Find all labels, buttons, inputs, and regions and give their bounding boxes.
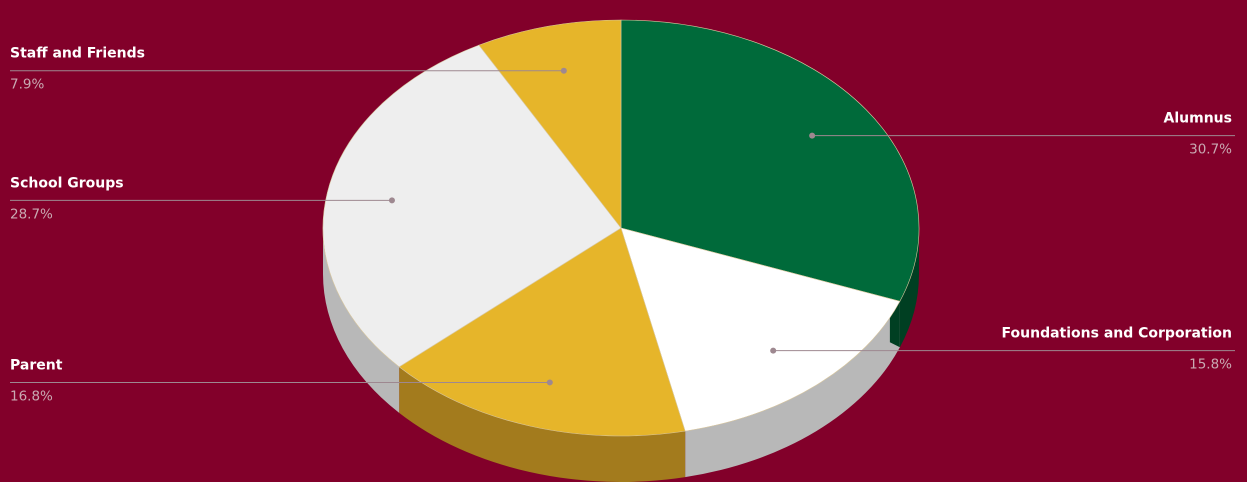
value-school-groups: 28.7% bbox=[10, 206, 53, 222]
slice-labels: Alumnus 30.7% Foundations and Corporation 1… bbox=[10, 46, 1232, 405]
pie-slices bbox=[322, 19, 920, 437]
slice-parent bbox=[398, 227, 686, 437]
value-parent: 16.8% bbox=[10, 388, 53, 404]
leader-dot-alumnus bbox=[809, 132, 816, 139]
value-staff-and-friends: 7.9% bbox=[10, 77, 44, 93]
leader-dot-staff-and-friends bbox=[560, 67, 567, 74]
label-parent: Parent bbox=[10, 357, 63, 373]
slice-foundations-and-corporation bbox=[620, 227, 901, 432]
value-alumnus: 30.7% bbox=[1189, 142, 1232, 158]
side-parent bbox=[399, 366, 686, 482]
leader-dot-school-groups bbox=[388, 197, 395, 204]
side-school-groups bbox=[323, 228, 400, 413]
slice-school-groups bbox=[322, 44, 622, 368]
side-foundations-and-corporation bbox=[685, 301, 900, 478]
leader-lines bbox=[10, 67, 1235, 386]
label-foundations-and-corporation: Foundations and Corporation bbox=[1002, 326, 1232, 342]
leader-dot-parent bbox=[546, 379, 553, 386]
slice-staff-and-friends bbox=[478, 19, 622, 229]
slice-alumnus bbox=[620, 19, 920, 302]
label-school-groups: School Groups bbox=[10, 175, 124, 191]
label-alumnus: Alumnus bbox=[1164, 111, 1232, 127]
value-foundations-and-corporation: 15.8% bbox=[1189, 357, 1232, 373]
leader-dot-foundations-and-corporation bbox=[770, 347, 777, 354]
side-alumnus bbox=[899, 228, 919, 348]
label-staff-and-friends: Staff and Friends bbox=[10, 46, 145, 62]
